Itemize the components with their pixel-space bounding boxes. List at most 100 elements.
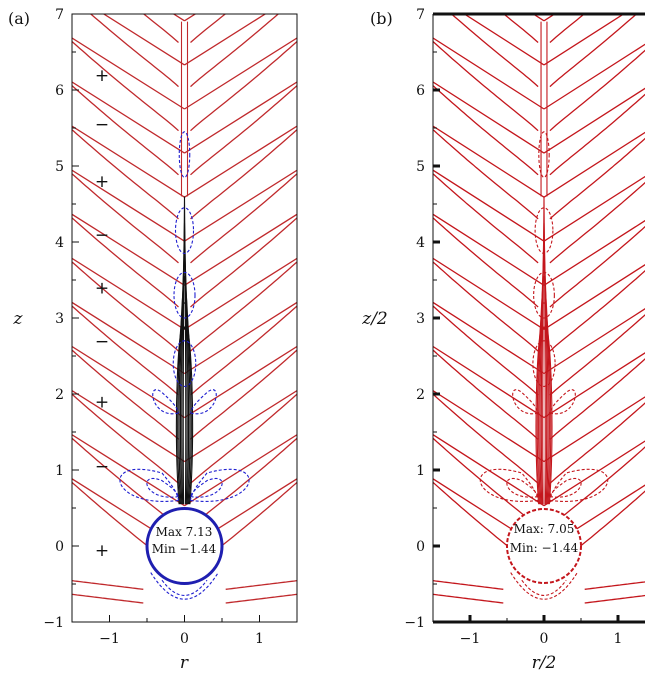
contour-line-right-3 <box>184 345 297 440</box>
contour-line-right-2 <box>543 396 645 484</box>
contour-line-left-2 <box>72 389 185 484</box>
wake-filament-5 <box>535 325 553 505</box>
contour-line-left-7 <box>72 169 185 264</box>
ytick-label-8: 7 <box>55 7 64 23</box>
contour-line-right-4 <box>184 301 297 396</box>
panel-b-ticks: −1 0 1 2 3 4 5 6 7 −1 0 1 <box>404 7 623 647</box>
contour-line-right-2 <box>184 389 297 484</box>
wake-filament-2 <box>179 249 190 505</box>
neg-lobe-near-right-inner <box>189 478 223 498</box>
sign-label-0: + <box>95 66 109 86</box>
contour-line-right-6 <box>543 219 645 308</box>
neg-blob-axis-0 <box>532 340 556 387</box>
contour-line-left-7 <box>433 169 545 264</box>
wake-filament-4 <box>177 302 192 505</box>
ytick-label-3: 2 <box>55 387 64 403</box>
panel-b-ylabel: z/2 <box>361 309 388 329</box>
contour-line-right-9 <box>184 81 297 176</box>
contour-line-left-3 <box>72 345 185 440</box>
neg-lobe-mid-left <box>152 389 180 415</box>
wake-filament-5 <box>175 325 194 505</box>
ytick-label-0: −1 <box>43 615 64 631</box>
ytick-label-1: 0 <box>55 539 64 555</box>
neg-lobe-mid-left <box>512 389 539 415</box>
ytick-label-8: 7 <box>416 7 425 23</box>
contour-line-left-6 <box>433 213 545 308</box>
contour-bottom-right-0 <box>225 593 297 604</box>
panel-b-max-label: Max: 7.05 <box>514 522 575 536</box>
sphere-body <box>145 507 224 585</box>
sign-label-3: − <box>95 225 109 245</box>
contour-line-left-12 <box>142 14 185 43</box>
ytick-label-5: 4 <box>416 235 425 251</box>
panel-a-xlabel: r <box>180 653 189 673</box>
contour-line-left-10 <box>72 37 185 132</box>
wake-filament-0 <box>182 196 187 505</box>
contour-line-left-11 <box>89 14 185 88</box>
panel-a-min-label: Min −1.44 <box>152 542 217 556</box>
wake-filament-3 <box>538 276 550 505</box>
ytick-label-1: 0 <box>416 539 425 555</box>
neg-blob-axis-1 <box>173 271 196 319</box>
neg-lobe-near-left-inner <box>146 478 180 498</box>
ytick-label-7: 6 <box>416 83 425 99</box>
neg-lobe-below-inner <box>521 579 567 596</box>
contour-line-left-8 <box>72 125 185 220</box>
panel-b-xlabel: r/2 <box>532 653 557 673</box>
sign-label-5: − <box>95 332 109 352</box>
contour-bottom-left-1 <box>433 579 504 590</box>
ytick-label-5: 4 <box>55 235 64 251</box>
wake-filament-4 <box>536 302 552 505</box>
contour-bottom-left-0 <box>433 593 504 604</box>
panel-b-contours <box>433 14 645 604</box>
contour-line-left-11 <box>450 14 545 88</box>
neg-blob-axis-0 <box>172 340 197 387</box>
wake-filament-1 <box>181 222 188 505</box>
wake-filament-2 <box>539 249 549 505</box>
contour-line-right-5 <box>184 257 297 352</box>
ytick-label-7: 6 <box>55 83 64 99</box>
xtick-label-2: 1 <box>255 631 264 647</box>
panel-b-min-label: Min: −1.44 <box>510 541 579 555</box>
neg-lobe-below-outer <box>510 572 578 600</box>
panel-a-label: (a) <box>8 9 30 28</box>
neg-blob-axis-1 <box>533 271 555 319</box>
contour-line-right-4 <box>543 308 645 396</box>
contour-line-left-9 <box>72 81 185 176</box>
xtick-label-2: 1 <box>614 631 623 647</box>
sign-label-6: + <box>95 393 109 413</box>
contour-line-right-8 <box>184 125 297 220</box>
ytick-label-2: 1 <box>55 463 64 479</box>
xtick-label-1: 0 <box>540 631 549 647</box>
ytick-label-4: 3 <box>416 311 425 327</box>
ytick-label-2: 1 <box>416 463 425 479</box>
neg-blob-axis-2 <box>174 207 195 254</box>
wake-filament-0 <box>542 196 546 505</box>
ytick-label-4: 3 <box>55 311 64 327</box>
neg-lobe-near-right-outer <box>189 468 250 502</box>
ytick-label-0: −1 <box>404 615 425 631</box>
ytick-label-6: 5 <box>55 159 64 175</box>
panel-a-ylabel: z <box>13 309 24 329</box>
neg-lobe-below-inner <box>161 579 208 596</box>
contour-line-right-12 <box>184 14 227 43</box>
neg-blob-axis-2 <box>534 207 554 254</box>
contour-line-right-7 <box>184 169 297 264</box>
xtick-label-1: 0 <box>180 631 189 647</box>
contour-bottom-left-0 <box>72 593 144 604</box>
contour-line-right-12 <box>543 14 586 43</box>
panel-a-sign-labels: + − + − + − + − + <box>95 66 109 561</box>
wake-filament-1 <box>540 222 548 505</box>
panel-a-max-label: Max 7.13 <box>156 525 213 539</box>
contour-line-left-4 <box>72 301 185 396</box>
contour-line-right-11 <box>184 14 280 88</box>
contour-line-left-1 <box>72 433 185 528</box>
neg-lobe-near-left-outer <box>119 468 180 502</box>
contour-bottom-right-0 <box>584 594 645 604</box>
xtick-label-0: −1 <box>99 631 120 647</box>
contour-bottom-right-1 <box>584 581 645 590</box>
sign-label-7: − <box>95 457 109 477</box>
panel-a-contours <box>72 14 297 604</box>
ytick-label-6: 5 <box>416 159 425 175</box>
